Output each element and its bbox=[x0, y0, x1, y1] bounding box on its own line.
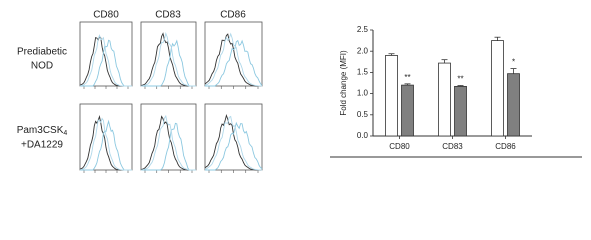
histogram-curve bbox=[205, 121, 263, 171]
histogram-curve bbox=[80, 119, 132, 171]
histogram-panel bbox=[140, 21, 197, 87]
y-axis-label: Fold change (MFI) bbox=[339, 50, 348, 116]
y-tick-label: 0.0 bbox=[357, 131, 369, 140]
bar bbox=[385, 55, 398, 137]
histogram-curve bbox=[204, 33, 262, 87]
bar bbox=[438, 62, 451, 137]
y-tick-label: 2.0 bbox=[357, 46, 369, 55]
histogram-curve bbox=[141, 122, 196, 171]
row-label: +DA1229 bbox=[21, 140, 63, 151]
row-label: Prediabetic bbox=[17, 47, 67, 58]
significance-mark: * bbox=[512, 58, 515, 67]
histogram-curve bbox=[204, 115, 263, 171]
y-tick-label: 2.5 bbox=[357, 25, 369, 34]
histogram-curve bbox=[79, 34, 132, 87]
y-tick-label: 1.0 bbox=[357, 89, 369, 98]
histogram-panel bbox=[140, 103, 197, 171]
row-label-subscript: 4 bbox=[63, 130, 67, 137]
row-label: Pam3CSK4 bbox=[17, 125, 68, 137]
bar bbox=[507, 73, 520, 137]
y-tick-label: 1.5 bbox=[357, 68, 369, 77]
histogram-curve bbox=[141, 39, 196, 87]
histogram-curve bbox=[79, 117, 132, 171]
histogram-curve bbox=[204, 32, 263, 87]
x-tick-label: CD86 bbox=[495, 142, 516, 151]
histogram-curve bbox=[140, 32, 196, 87]
x-tick-label: CD80 bbox=[389, 142, 410, 151]
y-tick-label: 0.5 bbox=[357, 110, 369, 119]
figure: CD80 CD83 CD86 Prediabetic NOD Pam3CSK4 … bbox=[17, 10, 582, 173]
histogram-curve bbox=[205, 39, 263, 87]
histogram-curve bbox=[79, 35, 132, 87]
x-tick-label: CD83 bbox=[442, 142, 463, 151]
significance-mark: ** bbox=[404, 73, 410, 82]
histogram-panel bbox=[79, 103, 133, 171]
row-label-main: Pam3CSK bbox=[17, 125, 64, 136]
histogram-curve bbox=[140, 114, 196, 171]
column-label: CD86 bbox=[220, 10, 246, 21]
column-label: CD80 bbox=[93, 10, 119, 21]
histogram-curve bbox=[79, 114, 132, 171]
bar bbox=[401, 84, 414, 137]
bar bbox=[454, 85, 467, 137]
histogram-curve bbox=[140, 32, 196, 87]
significance-mark: ** bbox=[457, 75, 463, 84]
histogram-curve bbox=[80, 39, 132, 87]
column-label: CD83 bbox=[155, 10, 181, 21]
row-label: NOD bbox=[31, 61, 53, 72]
bar bbox=[491, 40, 504, 137]
